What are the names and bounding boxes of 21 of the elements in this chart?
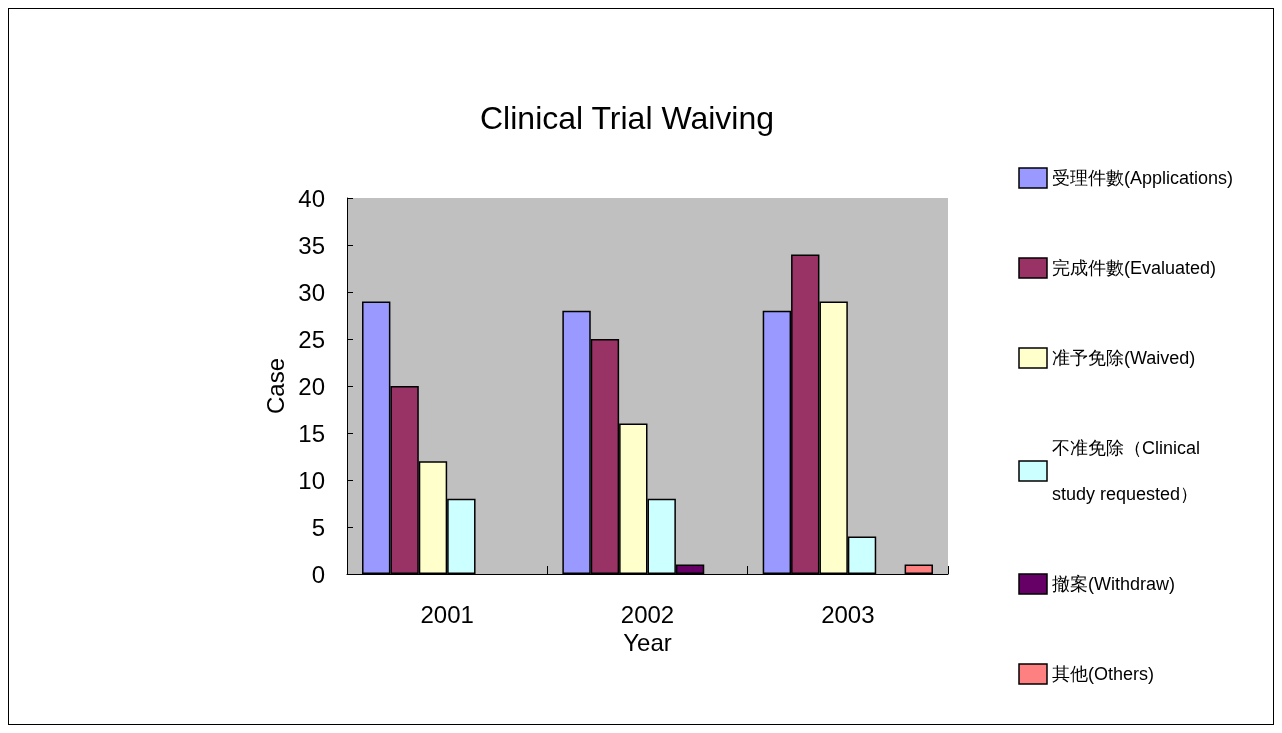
- x-tick-label: 2003: [821, 600, 875, 628]
- legend-label: 撤案(Withdraw): [1052, 574, 1176, 594]
- y-tick-label: 20: [298, 372, 325, 400]
- y-tick-label: 15: [298, 419, 325, 447]
- legend-label: 受理件數(Applications): [1052, 168, 1234, 188]
- text: 不准免除（Clinical study requested）: [1052, 438, 1201, 504]
- x-tick-label: 2002: [620, 600, 675, 628]
- y-tick-label: 10: [298, 466, 325, 494]
- y-tick-label: 30: [298, 278, 325, 306]
- y-tick-label: 0: [311, 560, 325, 588]
- y-tick-label: 5: [311, 513, 325, 541]
- legend-label: 其他(Others): [1052, 664, 1155, 684]
- chart-title: Clinical Trial Waiving: [480, 100, 774, 136]
- x-axis-title: Year: [623, 629, 672, 657]
- y-tick-label: 35: [298, 231, 325, 259]
- legend-label: 准予免除(Waived): [1052, 348, 1196, 368]
- y-tick-label: 25: [298, 325, 325, 353]
- y-tick-label: 40: [298, 184, 325, 212]
- x-tick-label: 2001: [420, 600, 474, 628]
- legend-label: 完成件數(Evaluated): [1052, 258, 1217, 278]
- y-axis-title: Case: [261, 357, 289, 415]
